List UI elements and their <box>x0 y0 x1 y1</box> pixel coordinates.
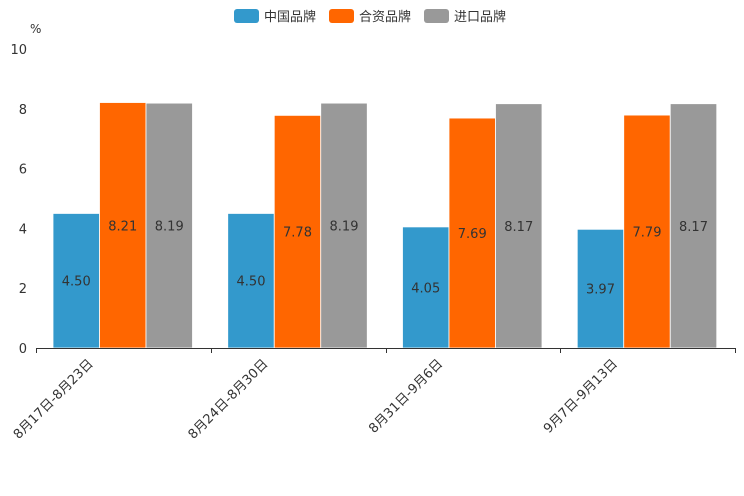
y-tick-label: 6 <box>19 163 27 178</box>
data-label-0-0: 4.50 <box>62 275 91 290</box>
legend-swatch-1[interactable] <box>329 9 354 23</box>
y-tick-label: 4 <box>19 222 27 237</box>
data-label-2-2: 8.17 <box>504 220 533 235</box>
data-label-1-2: 7.69 <box>458 227 487 242</box>
data-label-0-2: 4.05 <box>411 281 440 296</box>
data-label-0-3: 3.97 <box>586 283 615 298</box>
legend: 中国品牌 合资品牌 进口品牌 <box>234 9 506 25</box>
legend-label-0[interactable]: 中国品牌 <box>264 9 316 25</box>
bar-1-1[interactable] <box>273 114 322 349</box>
y-axis: 0 2 4 6 8 10 <box>10 43 27 357</box>
data-label-1-0: 8.21 <box>108 219 137 234</box>
legend-swatch-2[interactable] <box>424 9 449 23</box>
x-category-label: 8月24日-8月30日 <box>186 357 272 443</box>
data-label-1-3: 7.79 <box>633 226 662 241</box>
x-category-label: 8月31日-9月6日 <box>366 357 446 437</box>
y-tick-label: 2 <box>19 282 27 297</box>
x-category-label: 9月7日-9月13日 <box>541 357 621 437</box>
data-label-2-0: 8.19 <box>155 220 184 235</box>
bar-0-1[interactable] <box>227 213 275 349</box>
x-category-label: 8月17日-8月23日 <box>11 357 97 443</box>
data-labels: 4.50 8.21 8.19 4.50 7.78 8.19 4.05 7.69 8.17 3.97… <box>62 219 708 297</box>
y-tick-label: 0 <box>19 342 27 357</box>
data-label-2-3: 8.17 <box>679 220 708 235</box>
legend-label-1[interactable]: 合资品牌 <box>359 9 411 25</box>
bar-0-3[interactable] <box>576 228 625 349</box>
data-label-0-1: 4.50 <box>237 275 266 290</box>
y-axis-unit-label: % <box>30 22 41 36</box>
x-axis: 8月17日-8月23日 8月24日-8月30日 8月31日-9月6日 9月7日-9月1… <box>11 348 736 442</box>
data-label-1-1: 7.78 <box>283 226 312 241</box>
legend-swatch-0[interactable] <box>234 9 259 23</box>
bar-2-3[interactable] <box>669 103 718 349</box>
data-label-2-1: 8.19 <box>330 220 359 235</box>
legend-label-2[interactable]: 进口品牌 <box>454 9 506 25</box>
bars <box>52 102 718 349</box>
bar-0-0[interactable] <box>52 213 100 349</box>
bar-1-0[interactable] <box>99 102 147 349</box>
y-tick-label: 10 <box>10 43 27 58</box>
bar-2-1[interactable] <box>320 102 368 349</box>
bar-1-2[interactable] <box>448 117 496 349</box>
bar-2-0[interactable] <box>145 102 193 349</box>
y-tick-label: 8 <box>19 103 27 118</box>
